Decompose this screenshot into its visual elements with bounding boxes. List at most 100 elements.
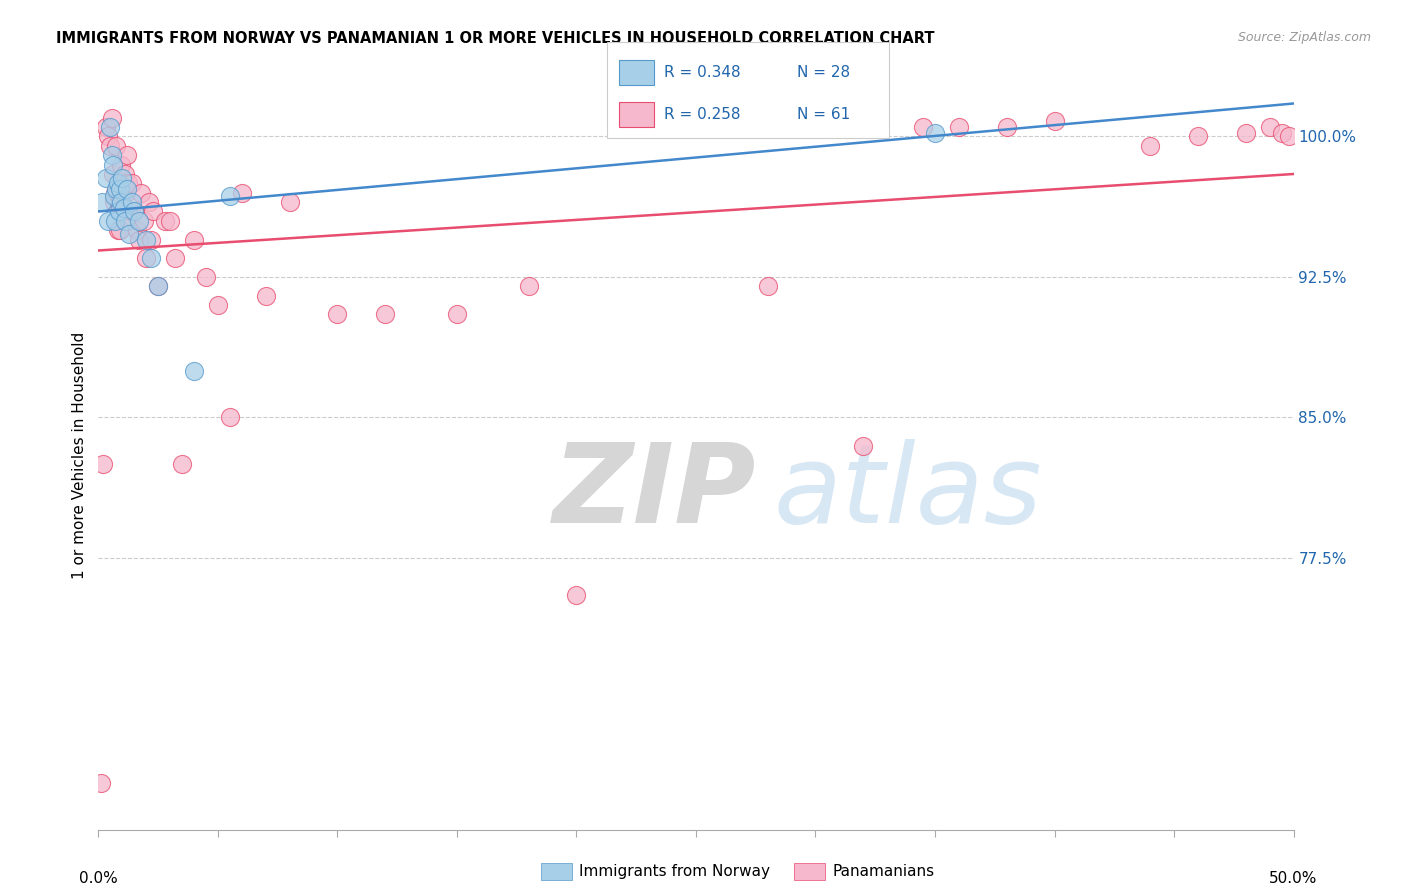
Point [163,252,186,266]
Point [115,182,138,196]
Point [183,364,205,378]
Point [1278,129,1301,144]
Text: Immigrants from Norway: Immigrants from Norway [579,864,770,879]
Point [91,194,114,209]
Point [111,170,134,185]
Point [121,176,143,190]
Text: ZIP: ZIP [553,439,756,546]
Point [207,298,229,312]
Point [98,120,122,134]
Point [90,776,112,790]
Point [852,438,875,452]
Text: N = 61: N = 61 [797,107,851,121]
Point [125,223,148,237]
Point [1258,120,1281,134]
Point [139,232,162,246]
Point [107,223,129,237]
Point [219,410,242,425]
Point [107,204,129,219]
Point [101,157,124,171]
Point [97,213,120,227]
Point [118,227,141,241]
Point [112,176,135,190]
Point [326,307,349,321]
Point [101,167,124,181]
Point [1139,138,1161,153]
Point [124,204,146,219]
Point [1187,129,1209,144]
Point [104,186,127,200]
Text: R = 0.258: R = 0.258 [664,107,740,121]
Point [98,138,122,153]
Point [1271,126,1294,140]
Point [254,288,277,302]
Point [995,120,1018,134]
Point [108,182,131,196]
Point [94,170,117,185]
Point [138,194,160,209]
Point [108,223,131,237]
Point [1234,126,1257,140]
Point [118,213,141,227]
Text: Source: ZipAtlas.com: Source: ZipAtlas.com [1237,31,1371,45]
Text: 0.0%: 0.0% [79,871,118,886]
Point [183,232,205,246]
Point [912,120,935,134]
Point [115,186,138,200]
Point [219,189,242,203]
Point [103,189,125,203]
Point [446,307,468,321]
Text: R = 0.348: R = 0.348 [664,65,740,80]
Point [195,269,218,284]
Point [105,182,128,196]
Point [121,194,143,209]
Text: atlas: atlas [773,439,1042,546]
Point [278,194,301,209]
Point [112,201,135,215]
Point [104,213,127,227]
Point [115,148,138,162]
Y-axis label: 1 or more Vehicles in Household: 1 or more Vehicles in Household [72,331,87,579]
Point [172,457,194,471]
Point [142,204,165,219]
Point [231,186,253,200]
Point [148,279,170,293]
Point [131,186,153,200]
Point [110,194,132,209]
Point [132,213,155,227]
Point [117,176,139,190]
Text: 50.0%: 50.0% [1270,871,1317,886]
Point [155,213,177,227]
Point [110,157,132,171]
Point [100,111,122,125]
Point [159,213,181,227]
Point [517,279,540,293]
Point [1043,114,1066,128]
Point [565,588,588,602]
Point [124,204,146,219]
Point [374,307,396,321]
Text: IMMIGRANTS FROM NORWAY VS PANAMANIAN 1 OR MORE VEHICLES IN HOUSEHOLD CORRELATION: IMMIGRANTS FROM NORWAY VS PANAMANIAN 1 O… [56,31,935,46]
Point [91,457,114,471]
Point [105,138,128,153]
Point [107,176,129,190]
Point [94,120,117,134]
Point [128,213,150,227]
Point [148,279,170,293]
Text: Panamanians: Panamanians [832,864,935,879]
Point [100,148,122,162]
Point [948,120,970,134]
Point [135,232,157,246]
Point [924,126,946,140]
Point [97,129,120,144]
Point [135,252,157,266]
Point [114,167,136,181]
Point [128,232,150,246]
Point [139,252,162,266]
Text: N = 28: N = 28 [797,65,851,80]
Point [120,204,142,219]
Point [756,279,779,293]
Point [103,194,125,209]
Point [114,213,136,227]
Point [111,186,134,200]
